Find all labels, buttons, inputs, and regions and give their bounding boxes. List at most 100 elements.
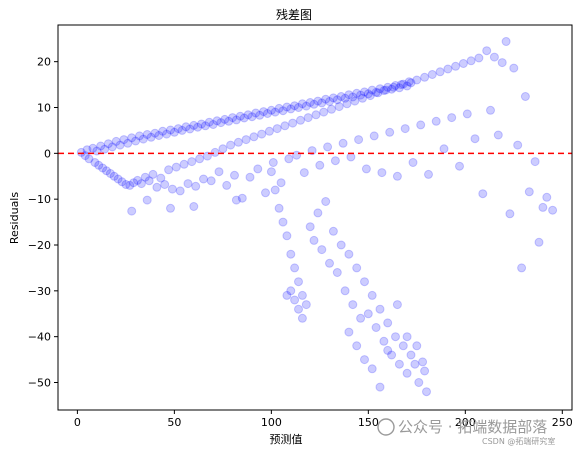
data-point [319, 107, 329, 117]
data-point [290, 101, 300, 111]
data-point [311, 110, 321, 120]
data-point [121, 180, 131, 189]
data-point [88, 143, 98, 153]
data-point [98, 163, 108, 173]
data-point [509, 63, 519, 73]
data-point [144, 176, 154, 186]
data-point [166, 125, 175, 135]
x-tick-label: 200 [455, 416, 476, 429]
data-point [305, 98, 315, 107]
data-point [266, 105, 276, 115]
data-point [299, 168, 309, 178]
data-point [497, 58, 507, 68]
data-point [193, 122, 203, 132]
data-point [148, 169, 158, 179]
data-point [274, 103, 284, 113]
data-point [486, 105, 495, 115]
data-point [297, 313, 307, 323]
data-point [187, 157, 197, 167]
data-point [321, 94, 331, 104]
y-tick-label: −50 [28, 377, 51, 390]
data-point [489, 52, 499, 62]
data-point [189, 120, 199, 130]
data-point [542, 192, 552, 202]
data-point [478, 189, 488, 199]
data-point [173, 124, 183, 134]
data-point [231, 195, 241, 205]
data-point [164, 165, 174, 175]
data-point [297, 99, 307, 109]
data-point [142, 130, 152, 139]
data-point [115, 140, 125, 150]
data-point [356, 90, 366, 100]
data-point [342, 99, 352, 109]
data-point [222, 180, 232, 190]
data-point [210, 147, 220, 157]
data-point [371, 87, 381, 97]
data-point [228, 113, 238, 123]
data-point [297, 290, 307, 300]
data-point [383, 345, 393, 355]
data-point [400, 124, 410, 134]
x-tick-label: 100 [261, 416, 282, 429]
data-point [358, 93, 367, 103]
data-point [195, 154, 205, 164]
watermark: 公众号 · 拓端数据部落 CSDN @拓端研究室 [377, 418, 555, 446]
data-point [414, 378, 424, 387]
data-point [520, 92, 530, 101]
data-point [379, 336, 389, 346]
data-point [447, 113, 457, 123]
data-point [212, 116, 222, 126]
data-point [288, 118, 298, 128]
data-point [102, 166, 111, 176]
data-point [360, 87, 369, 97]
data-point [517, 263, 527, 273]
data-point [340, 286, 350, 296]
data-point [402, 368, 412, 378]
data-point [231, 115, 241, 125]
data-point [501, 37, 511, 46]
data-point [290, 263, 300, 273]
data-point [208, 120, 218, 129]
data-point [513, 140, 523, 150]
data-point [406, 78, 416, 88]
data-point [167, 184, 177, 194]
data-point [443, 64, 453, 74]
data-point [239, 113, 249, 123]
data-point [412, 341, 422, 351]
data-point [361, 164, 371, 174]
data-point [162, 129, 172, 139]
y-tick-label: −40 [28, 331, 51, 344]
data-point [371, 323, 381, 332]
data-point [375, 304, 385, 314]
data-point [169, 127, 179, 137]
data-point [204, 117, 214, 127]
y-tick-label: 10 [37, 102, 51, 115]
data-point [313, 208, 323, 218]
data-point [327, 104, 336, 114]
data-point [177, 125, 187, 135]
data-point [282, 290, 292, 300]
data-point [309, 235, 319, 245]
data-point [286, 286, 296, 296]
data-point [270, 185, 280, 195]
data-point [152, 182, 162, 192]
data-point [402, 81, 412, 91]
plot-frame [57, 24, 573, 411]
data-point [394, 359, 404, 369]
data-point [272, 124, 282, 134]
data-point [375, 382, 385, 392]
data-point [369, 131, 379, 141]
data-point [249, 132, 259, 142]
data-point [179, 159, 189, 169]
data-point [189, 202, 199, 211]
data-point [286, 104, 296, 114]
data-point [336, 240, 346, 250]
data-point [387, 350, 397, 360]
data-point [140, 172, 150, 182]
data-point [420, 72, 430, 82]
data-point [197, 119, 206, 129]
data-point [344, 249, 354, 259]
data-point [383, 318, 393, 328]
